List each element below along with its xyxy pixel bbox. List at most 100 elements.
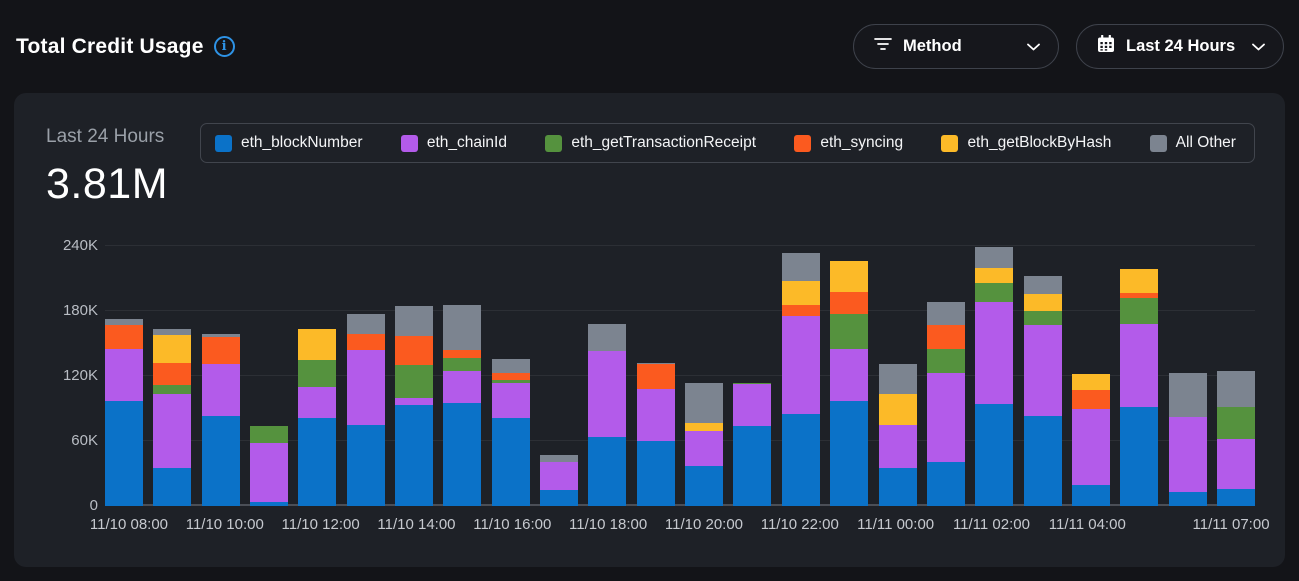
bar-segment bbox=[540, 461, 579, 490]
bar-segment bbox=[830, 291, 869, 315]
bar[interactable] bbox=[588, 246, 627, 506]
x-tick-label: 11/10 18:00 bbox=[569, 516, 648, 533]
legend-item[interactable]: eth_getBlockByHash bbox=[941, 134, 1111, 152]
bar[interactable] bbox=[201, 246, 240, 506]
bar-segment bbox=[105, 318, 143, 326]
bar-segment bbox=[395, 405, 434, 506]
bar-segment bbox=[491, 380, 530, 383]
bar-segment bbox=[926, 325, 965, 349]
bar-segment bbox=[153, 363, 192, 385]
bar-segment bbox=[395, 305, 434, 336]
bar-segment bbox=[733, 383, 772, 426]
legend-label: eth_getTransactionReceipt bbox=[571, 134, 757, 151]
method-filter-dropdown[interactable]: Method bbox=[853, 24, 1059, 69]
x-tick-label: 11/10 14:00 bbox=[377, 516, 456, 533]
bar[interactable] bbox=[1216, 246, 1255, 506]
bar-segment bbox=[443, 357, 482, 371]
bar-segment bbox=[1216, 370, 1255, 408]
legend-item[interactable]: eth_getTransactionReceipt bbox=[545, 134, 756, 152]
bar-segment bbox=[153, 384, 192, 395]
x-tick-label: 11/10 08:00 bbox=[89, 516, 169, 533]
legend-label: All Other bbox=[1175, 134, 1236, 151]
chevron-down-icon bbox=[1252, 43, 1265, 51]
header-controls: Method Last 24 bbox=[853, 24, 1284, 69]
bar-segment bbox=[491, 418, 530, 506]
legend-item[interactable]: All Other bbox=[1149, 134, 1236, 152]
info-icon[interactable]: i bbox=[213, 36, 235, 57]
bar-segment bbox=[781, 304, 820, 317]
bar-segment bbox=[153, 329, 192, 335]
x-tick-label: 11/11 04:00 bbox=[1048, 516, 1126, 533]
x-tick-label: 11/10 12:00 bbox=[281, 516, 360, 533]
bar-segment bbox=[1023, 325, 1062, 417]
y-tick-label: 120K bbox=[62, 367, 98, 384]
bar-segment bbox=[250, 501, 289, 506]
bar[interactable] bbox=[153, 246, 192, 506]
bar[interactable] bbox=[926, 246, 965, 506]
bar-segment bbox=[685, 465, 724, 506]
bar-segment bbox=[685, 431, 724, 466]
gridline bbox=[105, 504, 1255, 506]
bar-segment bbox=[1071, 373, 1110, 391]
bar-segment bbox=[588, 351, 627, 437]
x-tick-label: 11/10 16:00 bbox=[473, 516, 552, 533]
bar[interactable] bbox=[346, 246, 385, 506]
bar-segment bbox=[1120, 407, 1159, 506]
bar[interactable] bbox=[250, 246, 289, 506]
bar[interactable] bbox=[975, 246, 1014, 506]
legend-swatch bbox=[400, 134, 418, 152]
bar-segment bbox=[298, 329, 337, 360]
bar[interactable] bbox=[830, 246, 869, 506]
bar-segment bbox=[153, 334, 192, 364]
bar-segment bbox=[1216, 407, 1255, 439]
bar[interactable] bbox=[105, 246, 143, 506]
legend-label: eth_syncing bbox=[820, 134, 904, 151]
bar-segment bbox=[926, 372, 965, 462]
bar[interactable] bbox=[781, 246, 820, 506]
bar[interactable] bbox=[1168, 246, 1207, 506]
bar-segment bbox=[443, 304, 482, 351]
bar[interactable] bbox=[443, 246, 482, 506]
bar-segment bbox=[491, 382, 530, 419]
bar[interactable] bbox=[395, 246, 434, 506]
bar-segment bbox=[298, 386, 337, 419]
legend-item[interactable]: eth_syncing bbox=[794, 134, 903, 152]
bar[interactable] bbox=[1071, 246, 1110, 506]
bar-segment bbox=[1120, 268, 1159, 293]
bar-segment bbox=[1120, 292, 1159, 299]
bar[interactable] bbox=[733, 246, 772, 506]
legend-item[interactable]: eth_chainId bbox=[400, 134, 507, 152]
bar-segment bbox=[1168, 491, 1207, 506]
bar-segment bbox=[830, 400, 869, 506]
bar-segment bbox=[878, 364, 917, 395]
bar[interactable] bbox=[298, 246, 337, 506]
bar-segment bbox=[105, 325, 143, 349]
bar-segment bbox=[781, 413, 820, 506]
bar[interactable] bbox=[636, 246, 675, 506]
bar-segment bbox=[926, 348, 965, 373]
bar-segment bbox=[878, 424, 917, 469]
bar-segment bbox=[1120, 298, 1159, 325]
bar-segment bbox=[878, 394, 917, 425]
bar[interactable] bbox=[878, 246, 917, 506]
bar[interactable] bbox=[1023, 246, 1062, 506]
y-tick-label: 0 bbox=[89, 497, 98, 514]
time-range-dropdown[interactable]: Last 24 Hours bbox=[1076, 24, 1284, 69]
legend-label: eth_chainId bbox=[426, 134, 507, 151]
bar[interactable] bbox=[685, 246, 724, 506]
bar[interactable] bbox=[1120, 246, 1159, 506]
credit-usage-card: Last 24 Hours 3.81M eth_blockNumber eth_c… bbox=[14, 93, 1285, 567]
bars-container bbox=[105, 246, 1255, 506]
bar[interactable] bbox=[540, 246, 579, 506]
bar-segment bbox=[395, 335, 434, 366]
bar-segment bbox=[685, 382, 724, 423]
bar-segment bbox=[588, 436, 627, 506]
bar-segment bbox=[685, 422, 724, 432]
x-axis-labels: 11/10 08:00 11/10 10:00 11/10 12:00 11/10 1… bbox=[90, 516, 1270, 538]
legend-label: eth_blockNumber bbox=[241, 134, 363, 151]
y-tick-label: 240K bbox=[62, 237, 98, 254]
legend-item[interactable]: eth_blockNumber bbox=[215, 134, 362, 152]
bar-segment bbox=[830, 261, 869, 292]
filter-icon bbox=[874, 37, 892, 56]
bar[interactable] bbox=[491, 246, 530, 506]
